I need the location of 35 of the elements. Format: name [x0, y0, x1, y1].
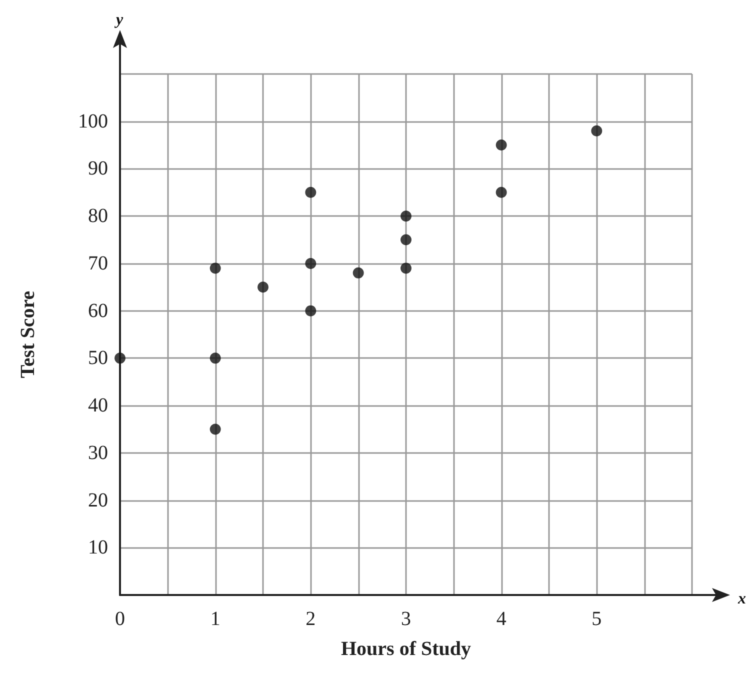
- y-axis-title: Test Score: [17, 290, 39, 378]
- y-tick-label: 70: [88, 252, 108, 274]
- point: [210, 424, 221, 435]
- y-tick-label: 40: [88, 394, 108, 417]
- y-tick-label: 30: [88, 442, 108, 464]
- y-tick-label: 20: [88, 489, 108, 512]
- x-tick-label: 5: [592, 608, 602, 630]
- point: [400, 210, 412, 222]
- y-tick-label: 90: [88, 158, 108, 180]
- point: [305, 186, 316, 198]
- point: [305, 305, 316, 316]
- point: [258, 282, 268, 293]
- point: [305, 258, 316, 269]
- text: y: [114, 12, 124, 28]
- point: [210, 262, 221, 274]
- x-tick-label: 1: [210, 608, 220, 630]
- point: [352, 267, 364, 278]
- point: [400, 234, 412, 246]
- x-tick-label: 0: [115, 608, 125, 630]
- point: [496, 186, 507, 198]
- y-tick-label: 60: [88, 300, 108, 322]
- point: [496, 140, 507, 151]
- y-tick-label: 80: [88, 205, 108, 228]
- y-tick-label: 10: [88, 536, 108, 559]
- y-tick-label: 100: [78, 110, 108, 132]
- point: [114, 352, 126, 364]
- point: [400, 262, 412, 274]
- y-tick-label: 50: [88, 347, 108, 370]
- x-tick-label: 4: [496, 608, 506, 630]
- x-tick-label: 3: [401, 608, 411, 630]
- x-tick-label: 2: [306, 608, 316, 630]
- x-axis-title: Hours of Study: [340, 638, 472, 660]
- point: [591, 125, 602, 136]
- text: x: [737, 590, 746, 608]
- point: [210, 352, 221, 364]
